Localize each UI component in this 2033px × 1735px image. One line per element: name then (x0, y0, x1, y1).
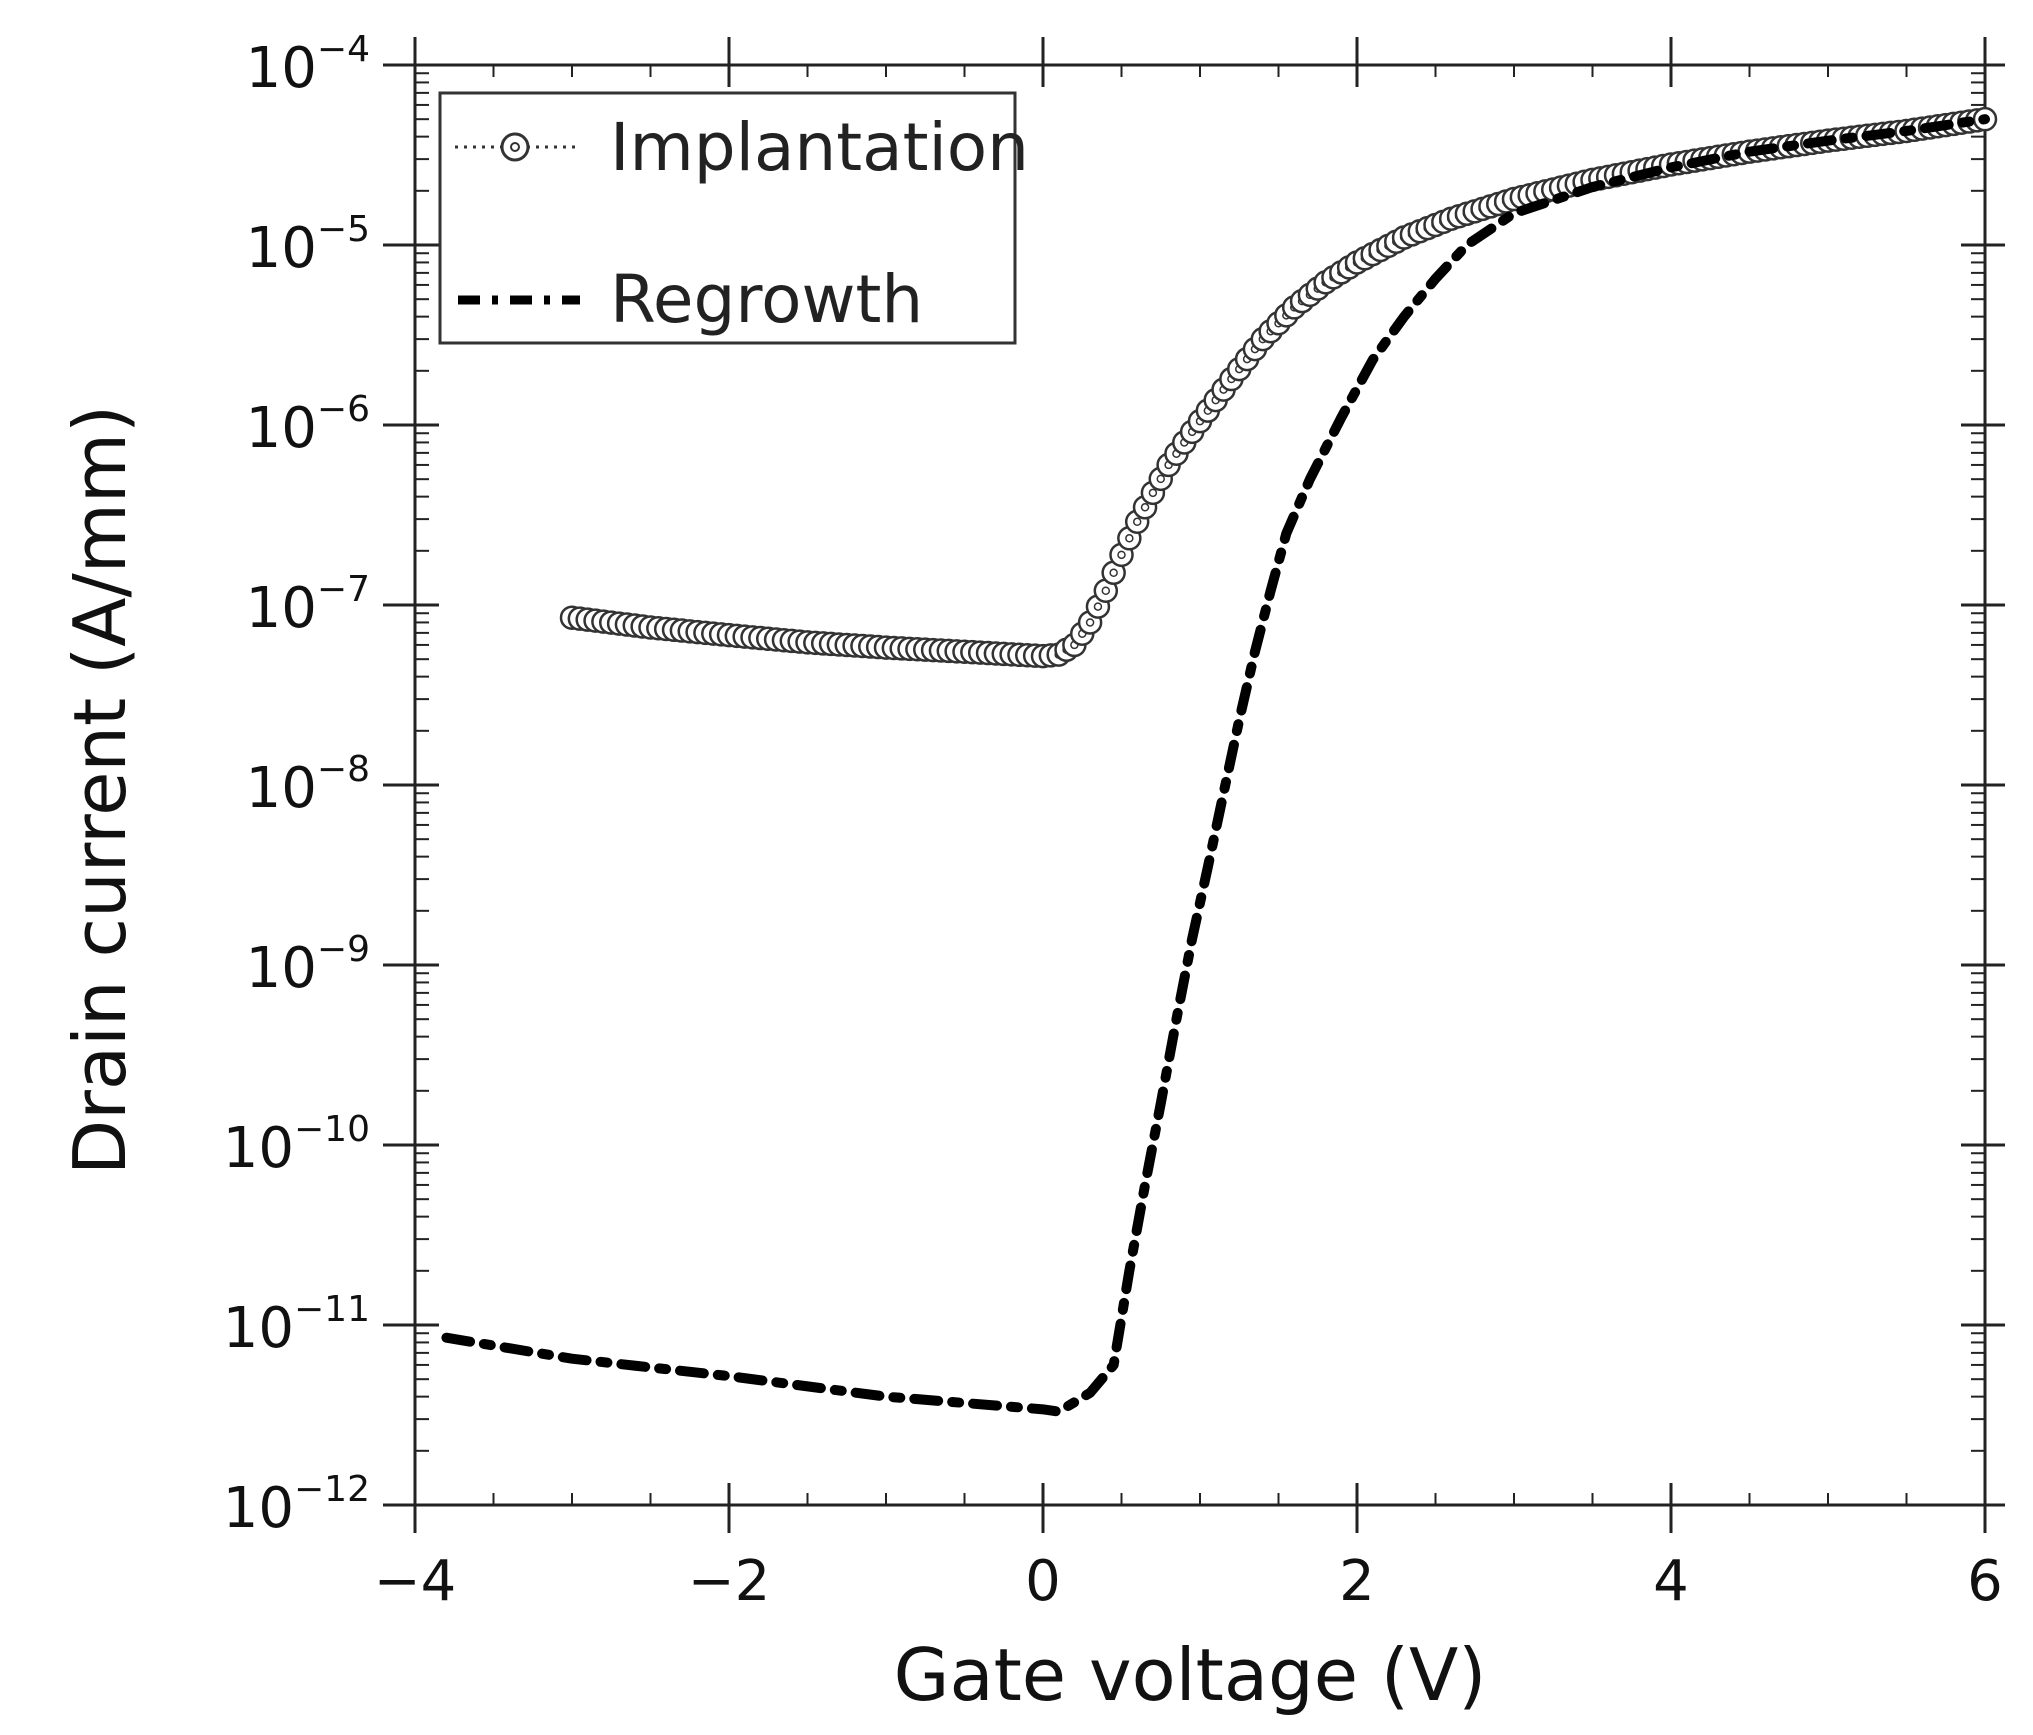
data-point-inner (1132, 517, 1142, 527)
y-tick-label: 10−7 (246, 569, 370, 641)
series-line (441, 114, 1990, 1417)
data-point-inner (1125, 534, 1134, 543)
y-tick-label: 10−12 (223, 1469, 370, 1541)
y-tick-label: 10−8 (246, 749, 370, 821)
legend-implantation-label: Implantation (610, 109, 1029, 186)
data-point-inner (1093, 602, 1103, 611)
data-point-inner (1109, 568, 1118, 578)
data-point-inner (1140, 503, 1150, 512)
legend-implantation-marker-inner (510, 142, 520, 152)
x-tick-label: 0 (1025, 1549, 1061, 1614)
x-tick-label: 6 (1967, 1549, 2003, 1614)
x-axis-title: Gate voltage (V) (894, 1633, 1487, 1717)
y-tick-label: 10−10 (223, 1109, 370, 1181)
legend-regrowth-label: Regrowth (610, 261, 923, 338)
legend: Implantation Regrowth (438, 91, 1029, 345)
y-tick-label: 10−11 (223, 1289, 370, 1361)
y-tick-label: 10−9 (246, 929, 370, 1001)
x-tick-label: 4 (1653, 1549, 1689, 1614)
x-tick-labels: −4 −2 0 2 4 6 (374, 1549, 2003, 1614)
x-tick-label: −4 (374, 1549, 457, 1614)
legend-implantation-marker (500, 132, 530, 162)
series-layer (441, 106, 1998, 1417)
minor-ticks (415, 65, 1985, 1505)
data-point-inner (1117, 550, 1126, 560)
y-tick-label: 10−5 (246, 209, 370, 281)
y-tick-label: 10−6 (246, 389, 370, 461)
data-point-inner (1085, 618, 1095, 627)
legend-box (438, 91, 1017, 345)
data-point-inner (1148, 488, 1158, 498)
y-tick-labels: 10−12 10−11 10−10 10−9 10−8 10−7 10−6 10−5 10−4 (223, 29, 370, 1541)
plot-frame (413, 63, 1987, 1507)
x-tick-label: −2 (688, 1549, 771, 1614)
y-tick-label: 10−4 (246, 29, 370, 101)
series-regrowth (441, 114, 1990, 1417)
data-point-inner (1156, 474, 1165, 484)
x-tick-label: 2 (1339, 1549, 1375, 1614)
data-point-inner (1101, 586, 1111, 595)
y-axis-title: Drain current (A/mm) (58, 405, 142, 1175)
